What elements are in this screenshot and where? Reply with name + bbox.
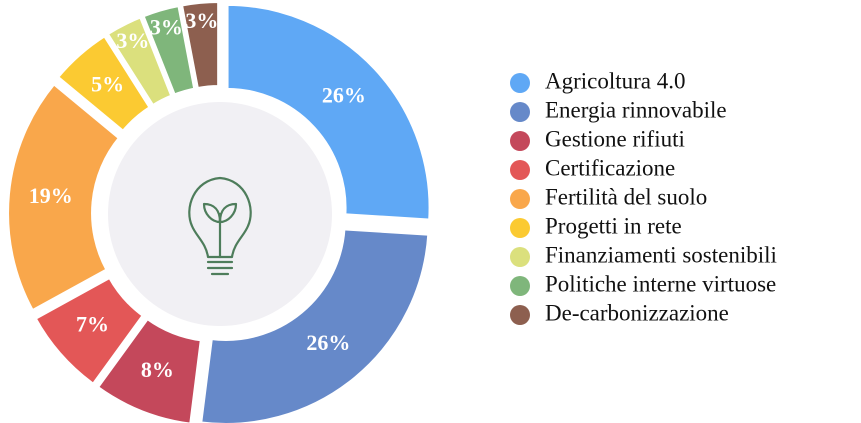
slice (5, 80, 123, 315)
legend-label: Agricoltura 4.0 (545, 68, 686, 93)
slice-label: 3% (116, 28, 149, 53)
slice-label: 26% (306, 330, 350, 355)
slice-label: 3% (185, 8, 218, 33)
legend-label: Energia rinnovabile (545, 97, 727, 122)
legend-swatch (510, 305, 530, 325)
slice-label: 5% (91, 72, 124, 97)
donut (5, 0, 433, 423)
slice-label: 7% (76, 311, 109, 336)
legend-label: De-carbonizzazione (545, 300, 729, 325)
slice-label: 26% (322, 83, 366, 108)
slice-label: 19% (29, 183, 73, 208)
legend-label: Gestione rifiuti (545, 126, 685, 151)
slice-label: 8% (141, 357, 174, 382)
legend-label: Certificazione (545, 155, 675, 180)
legend-swatch (510, 218, 530, 238)
slice (224, 1, 433, 223)
legend-swatch (510, 276, 530, 296)
slice (31, 274, 147, 388)
legend-label: Politiche interne virtuose (545, 271, 776, 296)
legend-swatch (510, 102, 530, 122)
slice (178, 0, 222, 92)
legend-swatch (510, 160, 530, 180)
slice (198, 226, 432, 423)
legend-swatch (510, 131, 530, 151)
slice-label: 3% (150, 15, 183, 40)
legend-swatch (510, 189, 530, 209)
legend-label: Fertilità del suolo (545, 184, 707, 209)
legend-swatch (510, 247, 530, 267)
legend-swatch (510, 73, 530, 93)
slice (93, 315, 205, 423)
legend-label: Progetti in rete (545, 213, 682, 238)
legend: Agricoltura 4.0 Energia rinnovabile Gestio… (510, 68, 777, 325)
lightbulb-icon (188, 176, 252, 276)
legend-label: Finanziamenti sostenibili (545, 242, 777, 267)
slice (54, 32, 154, 135)
